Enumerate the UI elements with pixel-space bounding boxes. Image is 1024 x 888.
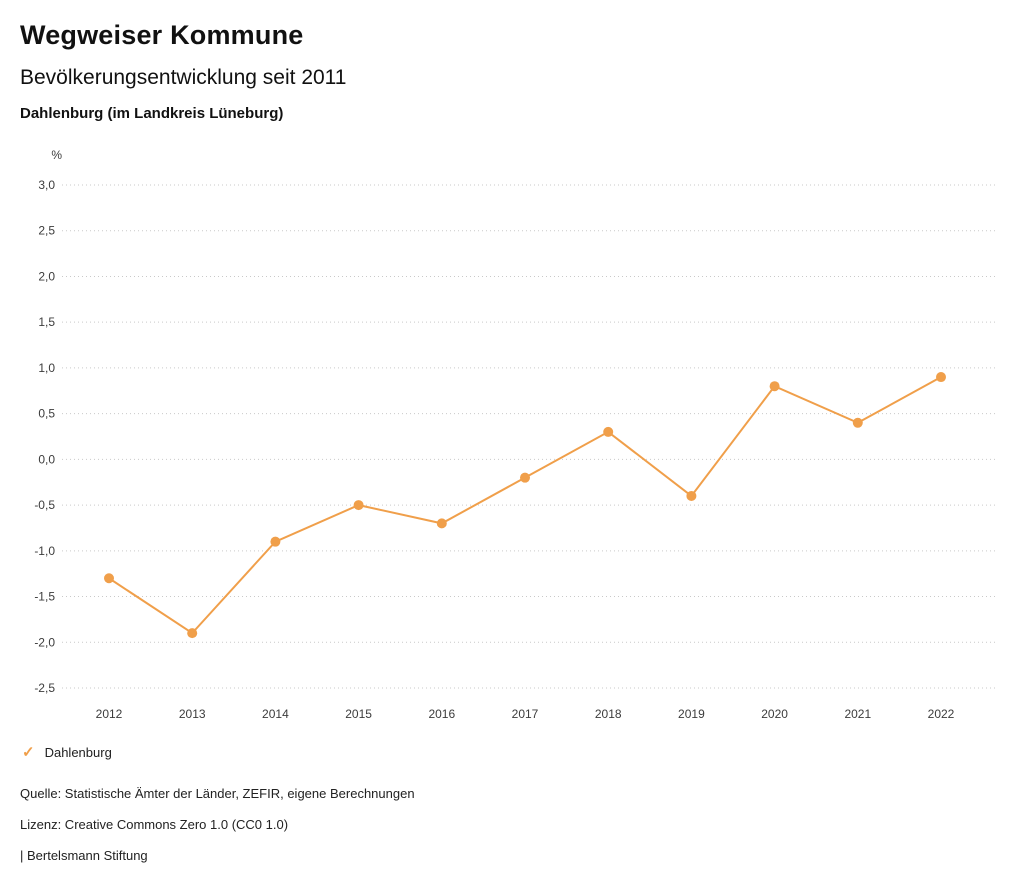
data-point-2020[interactable] xyxy=(769,381,780,392)
y-tick-label: 3,0 xyxy=(38,178,55,192)
y-axis-unit: % xyxy=(51,148,62,162)
source-text: Quelle: Statistische Ämter der Länder, Z… xyxy=(20,786,415,801)
data-point-2014[interactable] xyxy=(270,536,281,547)
legend-item-dahlenburg[interactable]: ✓ Dahlenburg xyxy=(22,745,112,760)
y-tick-label: 0,5 xyxy=(38,407,55,421)
y-tick-label: 1,0 xyxy=(38,361,55,375)
check-icon: ✓ xyxy=(22,744,35,761)
y-tick-label: 2,5 xyxy=(38,224,55,238)
data-point-2012[interactable] xyxy=(104,573,114,584)
data-point-2021[interactable] xyxy=(852,417,863,428)
x-tick-label: 2017 xyxy=(512,707,539,721)
license-text: Lizenz: Creative Commons Zero 1.0 (CC0 1… xyxy=(20,817,289,832)
x-tick-label: 2012 xyxy=(96,707,123,721)
x-tick-label: 2021 xyxy=(844,707,871,721)
region-subtitle: Dahlenburg (im Landkreis Lüneburg) xyxy=(20,105,284,122)
y-tick-label: -2,0 xyxy=(34,635,55,649)
data-point-2018[interactable] xyxy=(603,426,614,437)
y-tick-label: -0,5 xyxy=(34,498,55,512)
x-tick-label: 2015 xyxy=(345,707,372,721)
x-tick-label: 2018 xyxy=(595,707,622,721)
y-tick-label: 2,0 xyxy=(38,269,55,283)
legend-label: Dahlenburg xyxy=(44,745,112,760)
x-tick-label: 2022 xyxy=(928,707,955,721)
x-tick-label: 2014 xyxy=(262,707,289,721)
population-line-chart: % 3,0 2,5 2,0 1,5 1,0 0,5 0,0 -0,5 -1,0 -1,5 -2,0 -2… xyxy=(34,148,995,721)
data-point-2013[interactable] xyxy=(187,628,198,639)
data-point-2022[interactable] xyxy=(936,372,946,383)
data-point-2017[interactable] xyxy=(520,472,530,483)
x-tick-label: 2020 xyxy=(761,707,788,721)
y-tick-label: -1,5 xyxy=(34,590,55,604)
x-tick-label: 2013 xyxy=(179,707,206,721)
y-tick-label: 0,0 xyxy=(38,452,55,466)
x-tick-label: 2019 xyxy=(678,707,705,721)
app-title: Wegweiser Kommune xyxy=(20,20,304,50)
series-line-dahlenburg xyxy=(108,376,942,635)
data-point-2019[interactable] xyxy=(686,490,697,501)
attribution-text: | Bertelsmann Stiftung xyxy=(20,848,148,863)
data-point-2015[interactable] xyxy=(353,500,364,511)
chart-title: Bevölkerungsentwicklung seit 2011 xyxy=(20,66,347,89)
y-tick-label: -2,5 xyxy=(34,681,55,695)
y-tick-label: -1,0 xyxy=(34,544,55,558)
y-tick-label: 1,5 xyxy=(38,315,55,329)
x-tick-label: 2016 xyxy=(428,707,455,721)
data-point-2016[interactable] xyxy=(436,518,447,529)
